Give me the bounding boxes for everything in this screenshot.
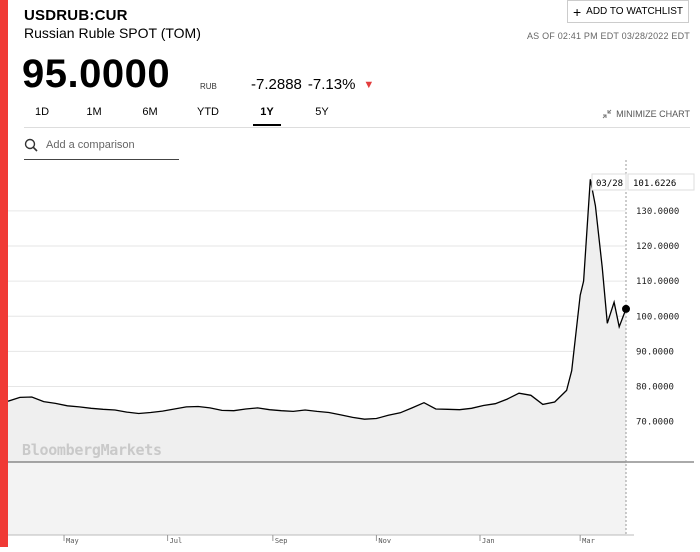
y-tick-label: 70.0000	[636, 418, 674, 428]
ticker-symbol: USDRUB:CUR	[24, 7, 128, 24]
price-value: 95.0000	[22, 52, 171, 96]
add-to-watchlist-button[interactable]: + ADD TO WATCHLIST	[567, 0, 689, 23]
tab-5y[interactable]: 5Y	[315, 106, 329, 118]
tab-1d[interactable]: 1D	[34, 106, 50, 118]
price-line	[7, 179, 627, 420]
search-icon	[24, 138, 38, 152]
tab-1y[interactable]: 1Y	[253, 106, 281, 126]
as-of-timestamp: AS OF 02:41 PM EDT 03/28/2022 EDT	[526, 31, 690, 41]
y-tick-label: 100.0000	[636, 312, 679, 322]
last-value-box	[627, 173, 695, 191]
price-chart: 70.0000 80.0000 90.0000 100.0000 110.0000 120…	[7, 160, 700, 547]
price-unit: RUB	[200, 82, 217, 91]
minimize-chart-label: MINIMIZE CHART	[616, 109, 690, 119]
x-tick-label: Jul	[170, 537, 183, 545]
add-to-watchlist-label: ADD TO WATCHLIST	[586, 6, 684, 17]
last-value-dot	[622, 304, 630, 313]
minimize-chart-button[interactable]: MINIMIZE CHART	[602, 109, 690, 119]
chart-svg: 70.0000 80.0000 90.0000 100.0000 110.0000 120…	[7, 160, 695, 545]
security-name: Russian Ruble SPOT (TOM)	[24, 25, 201, 41]
lower-panel	[8, 462, 626, 535]
y-tick-label: 90.0000	[636, 347, 674, 357]
tab-6m[interactable]: 6M	[142, 106, 158, 118]
y-tick-label: 80.0000	[636, 383, 674, 393]
timeframe-tabs: 1D 1M 6M YTD 1Y 5Y	[24, 106, 690, 128]
x-tick-label: May	[66, 537, 79, 545]
tab-ytd[interactable]: YTD	[197, 106, 219, 118]
bloomberg-watermark: BloombergMarkets	[22, 441, 162, 459]
price-area	[8, 179, 626, 463]
x-tick-label: Nov	[378, 537, 391, 545]
x-tick-label: Sep	[275, 537, 288, 545]
last-date-box	[591, 173, 627, 191]
comparison-search	[24, 131, 179, 160]
comparison-input[interactable]	[44, 138, 168, 152]
change-percent: -7.13%	[307, 76, 356, 93]
collapse-icon	[602, 109, 612, 119]
price-change: -7.2888 -7.13% ▼	[251, 76, 374, 93]
x-tick-label: Mar	[582, 537, 595, 545]
accent-bar	[0, 0, 8, 547]
y-tick-label: 110.0000	[636, 277, 679, 287]
y-tick-label: 130.0000	[636, 207, 679, 217]
y-tick-label: 120.0000	[636, 242, 679, 252]
plus-icon: +	[572, 3, 582, 20]
x-tick-label: Jan	[482, 537, 495, 545]
last-value-label: 101.6226	[633, 179, 676, 189]
tab-1m[interactable]: 1M	[86, 106, 102, 118]
change-value: -7.2888	[251, 76, 302, 93]
down-arrow-icon: ▼	[363, 78, 375, 91]
last-date-label: 03/28	[596, 179, 623, 189]
